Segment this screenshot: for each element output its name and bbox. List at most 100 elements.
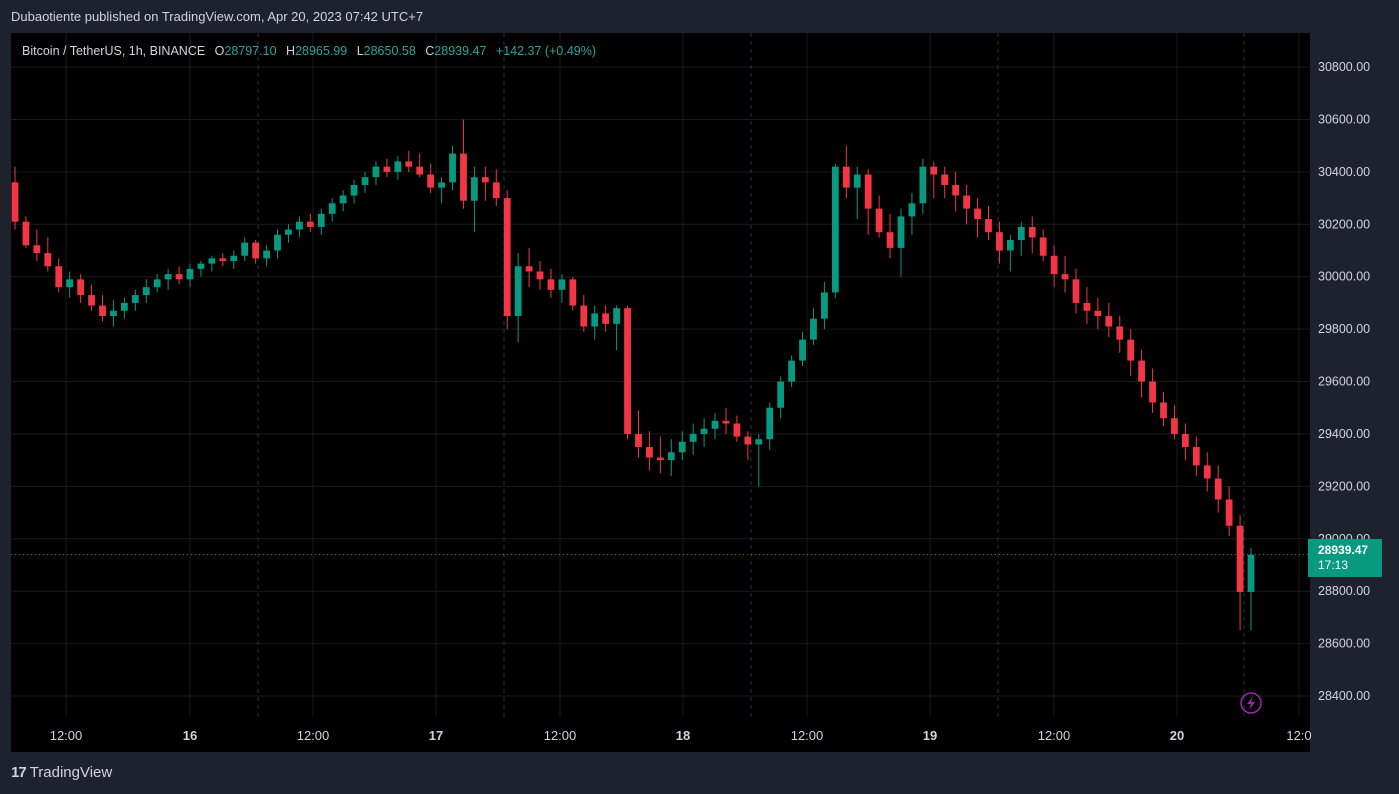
candlestick-chart[interactable] <box>11 33 1310 752</box>
candle <box>1127 329 1135 377</box>
candle-body <box>252 242 260 259</box>
candle <box>602 305 610 332</box>
candle <box>1083 287 1091 324</box>
candle-body <box>678 441 686 453</box>
candle <box>1050 245 1058 288</box>
candle-body <box>481 177 489 183</box>
candle <box>186 263 194 288</box>
candle-body <box>405 161 413 167</box>
candle <box>624 305 631 440</box>
candle-body <box>853 174 861 188</box>
candle-body <box>22 221 30 246</box>
candle-body <box>131 295 139 303</box>
candle-body <box>306 221 314 227</box>
close-key: C <box>425 44 435 58</box>
candle <box>230 250 238 269</box>
candle <box>492 169 500 206</box>
candle <box>744 431 752 461</box>
candle-body <box>667 452 675 461</box>
candle <box>1160 392 1167 427</box>
candle-body <box>788 360 795 382</box>
candle-body <box>864 174 872 209</box>
chart-panel[interactable] <box>11 33 1310 752</box>
candle-body <box>361 177 369 185</box>
low-key: L <box>356 44 364 58</box>
candle <box>449 145 456 191</box>
candle-body <box>186 268 194 280</box>
candle <box>897 208 905 277</box>
candle-body <box>974 208 981 220</box>
candle-body <box>208 258 216 264</box>
candle-body <box>460 153 467 201</box>
candle-body <box>1006 240 1014 251</box>
candle <box>372 161 380 185</box>
price-tick-label: 30400.00 <box>1318 165 1370 179</box>
candle <box>777 376 785 419</box>
candle <box>208 255 216 272</box>
candle-body <box>656 457 664 461</box>
candle-body <box>1225 499 1233 526</box>
candle <box>1192 436 1200 476</box>
tradingview-logo[interactable]: 17 TradingView <box>11 764 112 781</box>
candle-body <box>241 242 249 256</box>
candle <box>700 418 708 448</box>
price-axis[interactable]: 30800.00 30600.00 30400.00 30200.00 30000.00… <box>1318 60 1370 703</box>
candle-body <box>110 310 117 317</box>
candle-body <box>416 166 424 175</box>
candle-body <box>33 245 41 254</box>
candle-body <box>1039 237 1047 256</box>
candle-body <box>810 318 817 340</box>
candle <box>810 308 817 345</box>
candle <box>142 279 150 303</box>
candle-body <box>875 208 883 233</box>
price-tick-label: 28400.00 <box>1318 689 1370 703</box>
candle-body <box>1160 402 1167 419</box>
candle-body <box>492 182 500 199</box>
candle-body <box>339 195 347 204</box>
candle-body <box>1127 339 1135 361</box>
candle <box>930 161 938 199</box>
candle <box>1236 515 1244 631</box>
candle <box>1214 465 1222 513</box>
lightning-alert-icon[interactable] <box>1240 692 1262 714</box>
symbol-name: Bitcoin / TetherUS, 1h, BINANCE <box>22 44 206 58</box>
candle-body <box>624 308 631 434</box>
candle-body <box>263 250 270 259</box>
candle <box>1225 486 1233 537</box>
candle <box>1072 268 1080 314</box>
bar-countdown: 17:13 <box>1318 558 1349 572</box>
candle <box>1094 297 1102 330</box>
candle <box>274 229 281 259</box>
candle-body <box>449 153 456 183</box>
candle <box>853 166 861 220</box>
candle <box>788 355 795 387</box>
candle <box>875 195 883 238</box>
lightning-alert-bolt <box>1247 696 1255 710</box>
price-tick-label: 30200.00 <box>1318 217 1370 231</box>
candle <box>1006 234 1014 272</box>
candle-body <box>1138 360 1146 382</box>
candle <box>110 300 117 327</box>
candle-body <box>503 198 511 317</box>
brand-name: TradingView <box>29 764 113 781</box>
alert-marker[interactable] <box>1240 692 1262 714</box>
candle <box>1061 255 1069 293</box>
candle <box>711 413 719 440</box>
candle-body <box>88 295 95 306</box>
candle-body <box>711 420 719 429</box>
candle <box>886 213 894 259</box>
candle-body <box>525 266 533 272</box>
candle-body <box>1072 279 1080 303</box>
candle <box>241 237 249 261</box>
candle-body <box>230 255 238 261</box>
candle-body <box>722 420 730 424</box>
candle <box>1105 302 1113 337</box>
candle <box>864 169 872 235</box>
candle <box>1116 316 1124 353</box>
candle <box>908 192 916 235</box>
grid-lines <box>11 33 1310 717</box>
candle-body <box>55 266 63 288</box>
candle <box>44 237 52 272</box>
price-tick-label: 30600.00 <box>1318 112 1370 126</box>
candle <box>88 284 95 311</box>
